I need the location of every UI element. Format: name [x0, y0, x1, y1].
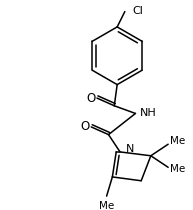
Text: Me: Me — [170, 136, 185, 146]
Text: NH: NH — [140, 108, 157, 118]
Text: O: O — [87, 92, 96, 105]
Text: O: O — [81, 120, 90, 133]
Text: Me: Me — [170, 164, 185, 174]
Text: N: N — [126, 144, 134, 154]
Text: Me: Me — [99, 201, 114, 210]
Text: Cl: Cl — [133, 6, 143, 16]
